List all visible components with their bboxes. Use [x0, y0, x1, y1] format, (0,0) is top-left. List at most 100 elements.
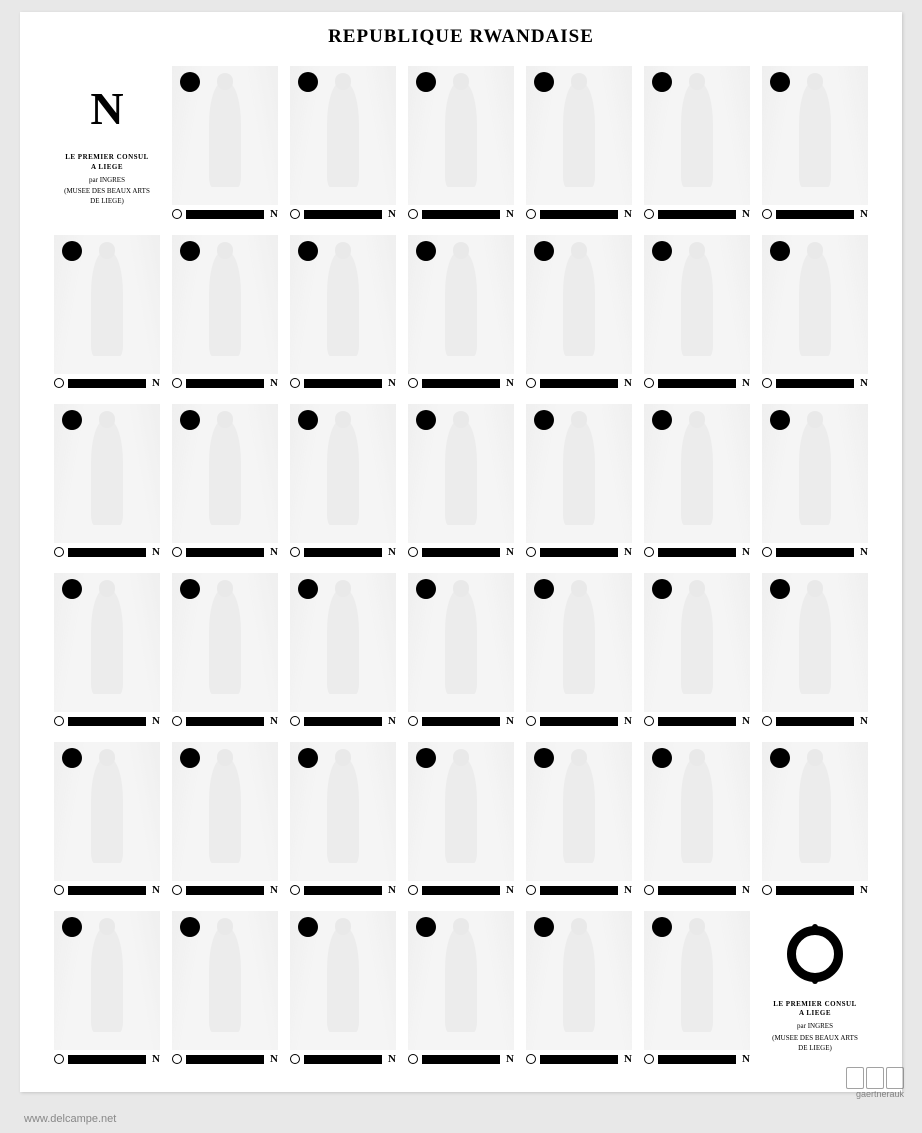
- footer-black-bar: [658, 886, 736, 895]
- stamp-grid: N LE PREMIER CONSUL A LIEGE par INGRES (…: [48, 60, 874, 1074]
- footer-black-bar: [68, 717, 146, 726]
- stamp-cell: N: [48, 398, 166, 567]
- emblem-icon: [290, 209, 300, 219]
- stamp-footer: N: [54, 714, 160, 728]
- footer-black-bar: [540, 379, 618, 388]
- label-artist: par INGRES: [772, 1022, 858, 1032]
- stamp-footer: N: [762, 545, 868, 559]
- ring-icon: [787, 926, 843, 982]
- value-dot-icon: [770, 410, 790, 430]
- footer-letter: N: [152, 377, 160, 389]
- footer-letter: N: [860, 884, 868, 896]
- footer-letter: N: [624, 715, 632, 727]
- emblem-icon: [172, 547, 182, 557]
- footer-letter: N: [860, 546, 868, 558]
- stamp-footer: N: [762, 376, 868, 390]
- emblem-icon: [172, 378, 182, 388]
- footer-letter: N: [742, 715, 750, 727]
- stamp-cell: N: [638, 398, 756, 567]
- value-dot-icon: [298, 410, 318, 430]
- emblem-icon: [762, 716, 772, 726]
- footer-black-bar: [68, 548, 146, 557]
- footer-black-bar: [422, 886, 500, 895]
- footer-black-bar: [658, 548, 736, 557]
- stamp-footer: N: [526, 883, 632, 897]
- value-dot-icon: [180, 748, 200, 768]
- value-dot-icon: [652, 917, 672, 937]
- footer-black-bar: [304, 717, 382, 726]
- stamp-footer: N: [526, 714, 632, 728]
- stamp-cell: N: [756, 736, 874, 905]
- stamp-footer: N: [54, 1052, 160, 1066]
- footer-black-bar: [422, 717, 500, 726]
- footer-black-bar: [304, 379, 382, 388]
- footer-letter: N: [152, 715, 160, 727]
- stamp-footer: N: [408, 207, 514, 221]
- stamp-cell: N: [402, 736, 520, 905]
- footer-black-bar: [186, 210, 264, 219]
- emblem-icon: [644, 209, 654, 219]
- stamp-footer: N: [54, 376, 160, 390]
- stamp-footer: N: [408, 376, 514, 390]
- stamp-footer: N: [762, 207, 868, 221]
- emblem-icon: [526, 885, 536, 895]
- label-caption: LE PREMIER CONSUL A LIEGE par INGRES (MU…: [772, 1000, 858, 1054]
- emblem-icon: [644, 885, 654, 895]
- stamp-footer: N: [408, 545, 514, 559]
- footer-letter: N: [506, 546, 514, 558]
- stamp-footer: N: [290, 883, 396, 897]
- stamp-footer: N: [172, 207, 278, 221]
- stamp-cell: N: [756, 567, 874, 736]
- label-title-1: LE PREMIER CONSUL: [64, 153, 150, 163]
- value-dot-icon: [652, 241, 672, 261]
- stamp-footer: N: [290, 376, 396, 390]
- label-museum-1: (MUSEE DES BEAUX ARTS: [772, 1034, 858, 1044]
- footer-letter: N: [506, 715, 514, 727]
- value-dot-icon: [298, 579, 318, 599]
- footer-black-bar: [186, 886, 264, 895]
- value-dot-icon: [534, 72, 554, 92]
- value-dot-icon: [180, 410, 200, 430]
- label-letter: N: [90, 82, 123, 135]
- stamp-footer: N: [172, 1052, 278, 1066]
- emblem-icon: [172, 716, 182, 726]
- footer-letter: N: [388, 715, 396, 727]
- emblem-icon: [644, 547, 654, 557]
- footer-letter: N: [860, 377, 868, 389]
- value-dot-icon: [416, 748, 436, 768]
- footer-black-bar: [776, 548, 854, 557]
- stamp-cell: N: [48, 736, 166, 905]
- footer-letter: N: [270, 377, 278, 389]
- footer-letter: N: [506, 884, 514, 896]
- stamp-cell: N: [402, 229, 520, 398]
- stamp-cell: N: [284, 736, 402, 905]
- value-dot-icon: [416, 579, 436, 599]
- emblem-icon: [526, 1054, 536, 1064]
- value-dot-icon: [298, 241, 318, 261]
- footer-letter: N: [742, 1053, 750, 1065]
- stamp-footer: N: [172, 883, 278, 897]
- stamp-footer: N: [290, 1052, 396, 1066]
- footer-letter: N: [388, 884, 396, 896]
- value-dot-icon: [298, 748, 318, 768]
- footer-black-bar: [304, 210, 382, 219]
- footer-letter: N: [506, 208, 514, 220]
- value-dot-icon: [416, 72, 436, 92]
- footer-black-bar: [68, 379, 146, 388]
- stamp-footer: N: [172, 714, 278, 728]
- footer-black-bar: [658, 379, 736, 388]
- stamp-cell: N: [284, 60, 402, 229]
- stamp-footer: N: [526, 207, 632, 221]
- emblem-icon: [172, 885, 182, 895]
- stamp-cell: N: [638, 905, 756, 1074]
- footer-letter: N: [152, 1053, 160, 1065]
- footer-letter: N: [506, 1053, 514, 1065]
- footer-letter: N: [270, 208, 278, 220]
- stamp-cell: N: [166, 60, 284, 229]
- value-dot-icon: [298, 72, 318, 92]
- value-dot-icon: [298, 917, 318, 937]
- stamp-footer: N: [762, 714, 868, 728]
- emblem-icon: [762, 885, 772, 895]
- footer-letter: N: [860, 715, 868, 727]
- footer-black-bar: [776, 886, 854, 895]
